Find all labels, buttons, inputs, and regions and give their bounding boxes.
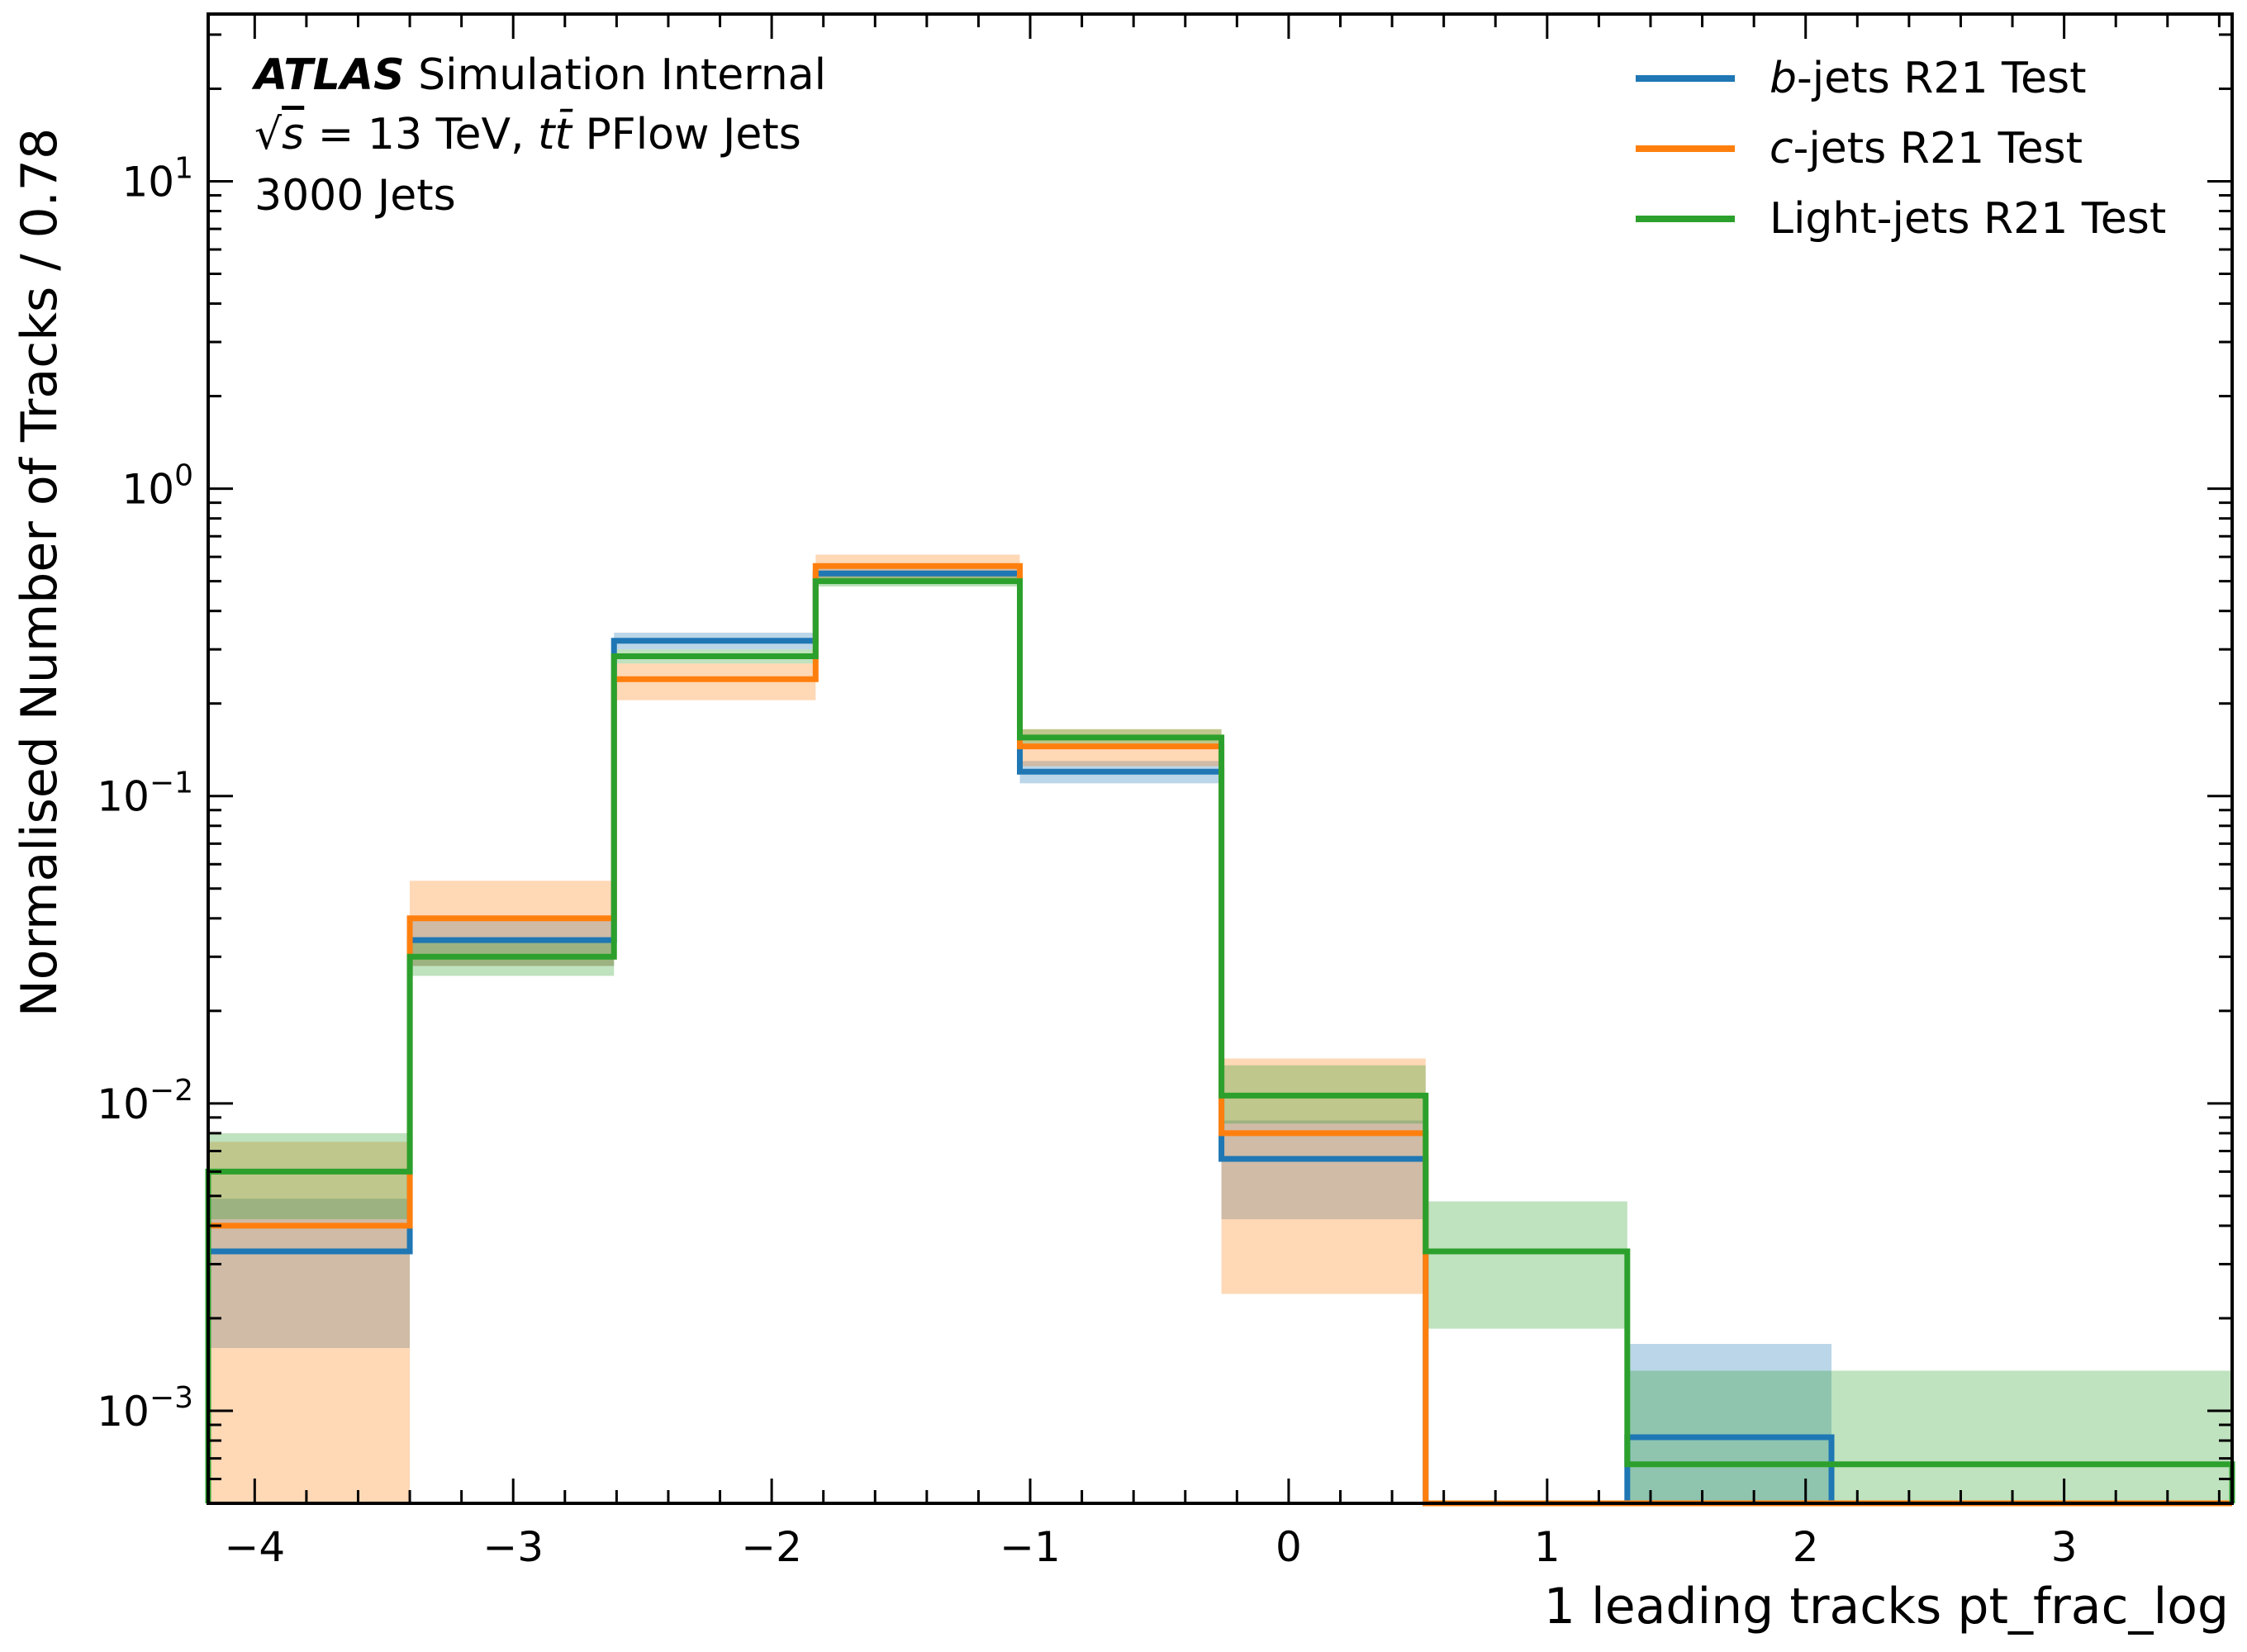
- uncertainty-bands: [208, 554, 2232, 1503]
- atlas-label: ATLAS Simulation Internal: [254, 48, 826, 102]
- x-tick-label-3: −1: [1000, 1523, 1061, 1571]
- x-tick-label-7: 3: [2051, 1523, 2078, 1571]
- sqrt-s-text: s: [282, 110, 305, 159]
- x-tick-label-0: −4: [224, 1523, 285, 1571]
- x-axis-label: 1 leading tracks pt_frac_log: [1543, 1578, 2229, 1635]
- sqrt-symbol: √: [254, 110, 283, 159]
- y-tick-label-0: 10−3: [97, 1381, 193, 1436]
- band-light-jets-r21-test-bin-8: [1831, 1370, 2232, 1503]
- legend-swatch-c-jets: [1636, 145, 1735, 152]
- band-b-jets-r21-test-bin-5: [1221, 1120, 1426, 1220]
- y-axis-label: Normalised Number of Tracks / 0.78: [11, 127, 69, 1018]
- band-b-jets-r21-test-bin-7: [1627, 1344, 1832, 1503]
- x-tick-label-1: −3: [482, 1523, 544, 1571]
- jet-count-label: 3000 Jets: [254, 171, 456, 221]
- legend-label-light-jets: Light-jets R21 Test: [1770, 194, 2167, 244]
- y-tick-labels: 10−3 10−2 10−1 100 101: [97, 151, 193, 1436]
- y-tick-label-3: 100: [121, 459, 193, 514]
- simulation-status: Simulation Internal: [418, 50, 827, 100]
- x-tick-label-6: 2: [1793, 1523, 1819, 1571]
- x-tick-label-5: 1: [1534, 1523, 1561, 1571]
- atlas-logo-text: ATLAS: [254, 50, 405, 100]
- step-line-light-jets-r21-test: [205, 578, 2235, 1503]
- y-tick-label-2: 10−1: [97, 767, 193, 821]
- legend-swatch-b-jets: [1636, 75, 1735, 82]
- y-tick-label-1: 10−2: [97, 1074, 193, 1128]
- energy-text: = 13 TeV,: [317, 110, 525, 159]
- jet-collection-text: PFlow Jets: [585, 110, 801, 159]
- x-tick-label-4: 0: [1276, 1523, 1302, 1571]
- histogram-steps: [205, 563, 2235, 1507]
- band-light-jets-r21-test-bin-6: [1425, 1201, 1627, 1329]
- process-text: tt̄: [538, 110, 572, 159]
- plot-frame: [207, 12, 2234, 1505]
- axis-ticks: [208, 14, 2232, 1505]
- band-c-jets-r21-test-bin-1: [410, 881, 615, 966]
- x-tick-labels: −4 −3 −2 −1 0 1 2 3: [224, 1523, 2077, 1571]
- legend-swatch-light-jets: [1636, 216, 1735, 222]
- x-tick-label-2: −2: [741, 1523, 802, 1571]
- band-c-jets-r21-test-bin-0: [208, 1142, 411, 1503]
- y-tick-label-4: 101: [121, 151, 193, 206]
- legend-label-c-jets: c-jets R21 Test: [1770, 124, 2083, 173]
- legend-label-b-jets: b-jets R21 Test: [1770, 54, 2087, 103]
- band-light-jets-r21-test-bin-0: [208, 1132, 411, 1220]
- energy-label: √s = 13 TeV, tt̄ PFlow Jets: [254, 107, 801, 162]
